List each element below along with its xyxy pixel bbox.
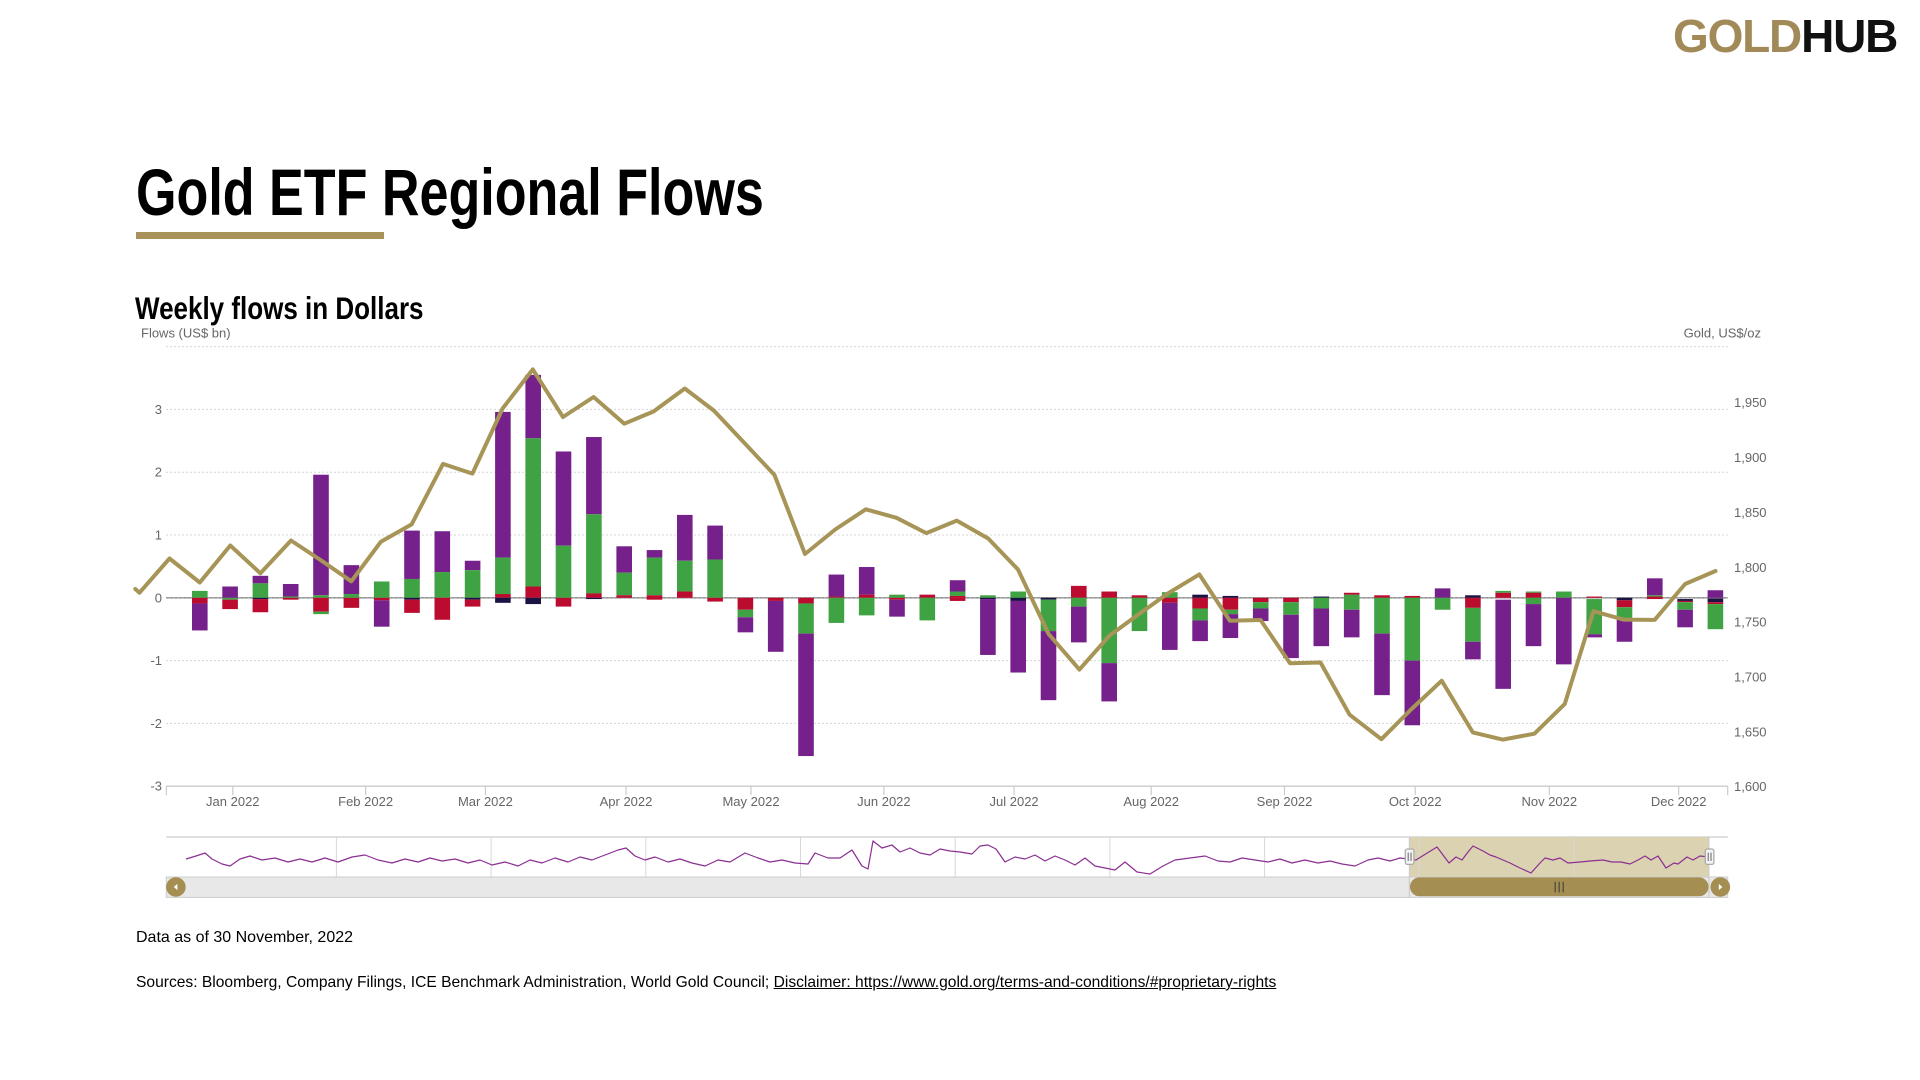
svg-text:Dec 2022: Dec 2022 <box>1651 794 1707 809</box>
svg-text:1,700: 1,700 <box>1734 670 1767 685</box>
svg-text:3: 3 <box>155 402 162 417</box>
svg-text:Oct 2022: Oct 2022 <box>1389 794 1442 809</box>
svg-text:Jan 2022: Jan 2022 <box>206 794 260 809</box>
svg-text:Apr 2022: Apr 2022 <box>600 794 653 809</box>
svg-text:1,850: 1,850 <box>1734 505 1767 520</box>
svg-text:Flows (US$ bn): Flows (US$ bn) <box>141 326 231 341</box>
svg-text:Nov 2022: Nov 2022 <box>1521 794 1577 809</box>
svg-text:0: 0 <box>155 590 162 605</box>
svg-text:-3: -3 <box>150 779 162 794</box>
svg-text:1,650: 1,650 <box>1734 724 1767 739</box>
svg-text:Sep 2022: Sep 2022 <box>1257 794 1313 809</box>
svg-text:1,800: 1,800 <box>1734 560 1767 575</box>
svg-text:-1: -1 <box>150 653 162 668</box>
svg-text:1: 1 <box>155 528 162 543</box>
svg-text:Aug 2022: Aug 2022 <box>1123 794 1179 809</box>
svg-text:Gold, US$/oz: Gold, US$/oz <box>1684 326 1761 341</box>
svg-text:Mar 2022: Mar 2022 <box>458 794 513 809</box>
svg-text:1,900: 1,900 <box>1734 450 1767 465</box>
svg-text:May 2022: May 2022 <box>722 794 779 809</box>
svg-text:-2: -2 <box>150 716 162 731</box>
svg-text:Feb 2022: Feb 2022 <box>338 794 393 809</box>
svg-text:1,950: 1,950 <box>1734 395 1767 410</box>
svg-text:1,750: 1,750 <box>1734 615 1767 630</box>
svg-text:Jul 2022: Jul 2022 <box>990 794 1039 809</box>
svg-text:2: 2 <box>155 465 162 480</box>
svg-text:Jun 2022: Jun 2022 <box>857 794 911 809</box>
svg-text:1,600: 1,600 <box>1734 779 1767 794</box>
